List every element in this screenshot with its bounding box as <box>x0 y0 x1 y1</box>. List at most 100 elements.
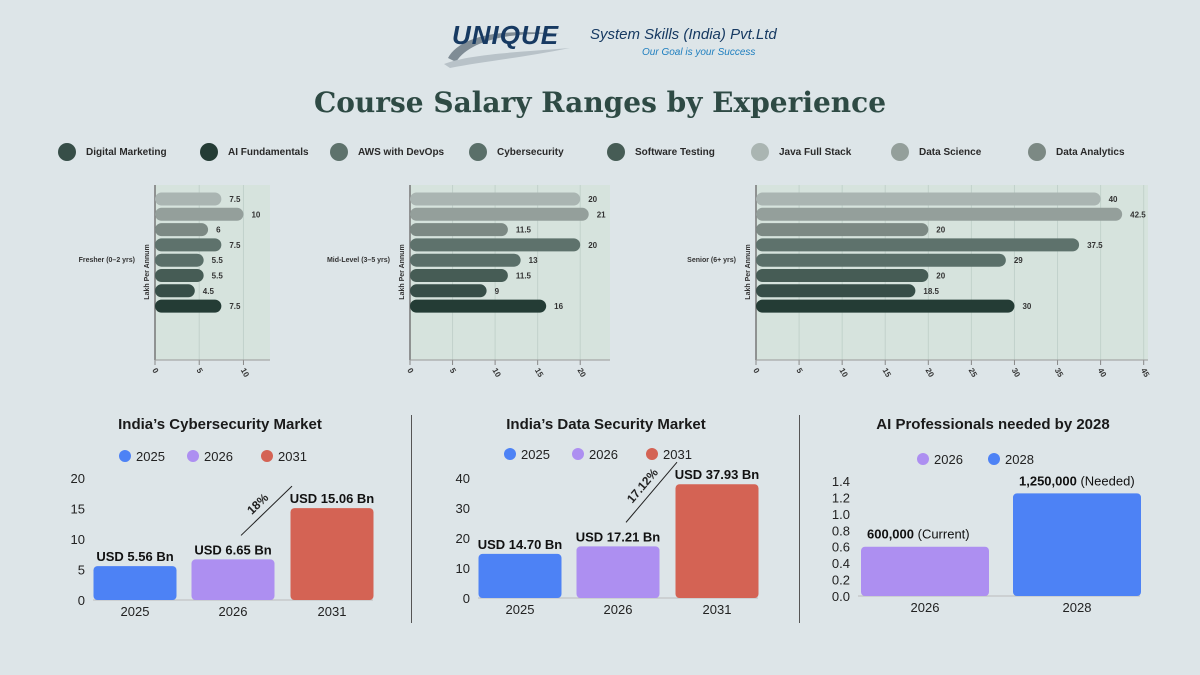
legend-swatch <box>469 143 487 161</box>
y-tick-label: 0.2 <box>832 573 850 588</box>
divider-right <box>799 415 800 623</box>
legend-swatch <box>330 143 348 161</box>
bar-2026 <box>191 559 275 600</box>
x-tick-label: 5 <box>794 367 804 376</box>
bar-2026 <box>861 546 989 596</box>
legend-item-aws-with-devops: AWS with DevOps <box>330 140 444 164</box>
y-tick-label: 1.2 <box>832 490 850 505</box>
bar-value-label: 10 <box>251 210 260 219</box>
brand-name: UNIQUE <box>452 20 560 50</box>
bar-java-full-stack <box>155 192 222 206</box>
bar-2025 <box>93 566 177 600</box>
bar-ai-fundamentals <box>155 299 222 313</box>
x-tick-label: 2028 <box>1063 600 1092 615</box>
bar-value-label: USD 5.56 Bn <box>96 549 173 564</box>
bar-value-label: 4.5 <box>203 287 215 296</box>
bar-2031 <box>290 508 374 600</box>
bar-value-label: 600,000 (Current) <box>867 527 970 542</box>
y-tick-label: 20 <box>71 471 85 486</box>
x-tick-label: 45 <box>1139 367 1152 380</box>
legend-swatch-2026 <box>187 450 199 462</box>
legend-label: Data Analytics <box>1056 146 1125 158</box>
logo-swoosh-icon <box>444 32 570 68</box>
x-tick-label: 0 <box>150 367 160 376</box>
data-security-market-title: India’s Data Security Market <box>506 416 706 433</box>
bar-value-label: 5.5 <box>212 256 224 265</box>
brand-suffix: System Skills <box>590 26 680 43</box>
bar-data-science <box>155 207 244 221</box>
x-tick-label: 5 <box>448 367 458 376</box>
legend-item-ai-fundamentals: AI Fundamentals <box>200 140 309 164</box>
bar-java-full-stack <box>756 192 1101 206</box>
bar-ai-fundamentals <box>756 299 1015 313</box>
growth-connector <box>240 485 293 536</box>
bar-value-label: 37.5 <box>1087 241 1103 250</box>
bar-value-label: 16 <box>554 302 563 311</box>
bar-value-label: USD 37.93 Bn <box>675 467 760 482</box>
legend-swatch-2025 <box>119 450 131 462</box>
bar-value-label: 42.5 <box>1130 210 1146 219</box>
x-tick-label: 40 <box>1096 367 1109 380</box>
legend-label: 2026 <box>934 452 963 467</box>
legend-swatch-2026 <box>917 453 929 465</box>
bar-cybersecurity <box>410 253 521 267</box>
legend-label: 2031 <box>663 447 692 462</box>
y-tick-label: 0 <box>78 593 85 608</box>
x-tick-label: 10 <box>239 367 252 380</box>
x-tick-label: 2025 <box>121 604 150 619</box>
legend-swatch-2031 <box>261 450 273 462</box>
y-tick-label: 0.6 <box>832 540 850 555</box>
legend-label: 2025 <box>521 447 550 462</box>
y-axis-label: Lakh Per Annum <box>399 244 406 299</box>
senior-salary-chart: 0 5 10 15 20 25 30 35 40 45 Lakh Per Annum Senior (… <box>687 185 1152 380</box>
bar-value-label: 20 <box>588 241 597 250</box>
bar-cybersecurity <box>756 253 1006 267</box>
fresher-salary-chart: 0 5 10 Lakh Per Annum Fresher (0–2 yrs) 7.5 10… <box>79 185 270 380</box>
bar-value-label: 20 <box>588 195 597 204</box>
x-tick-label: 25 <box>967 367 980 380</box>
x-tick-label: 0 <box>405 367 415 376</box>
bar-value-label: 9 <box>495 287 500 296</box>
bar-software-testing <box>756 269 929 282</box>
bar-2025 <box>478 553 562 598</box>
legend-swatch-2025 <box>504 448 516 460</box>
legend-swatch-2026 <box>572 448 584 460</box>
bar-digital-marketing <box>756 284 916 298</box>
legend-item-java-full-stack: Java Full Stack <box>751 140 851 164</box>
bar-value-label: 1,250,000 (Needed) <box>1019 473 1135 488</box>
legend-label: AI Fundamentals <box>228 146 309 158</box>
brand-region: (India) <box>683 26 726 43</box>
ai-professionals-chart: 2026 2028 0.00.2 0.40.6 0.81.0 1.21.4 2026 600,… <box>832 452 1141 615</box>
category-label: Fresher (0–2 yrs) <box>79 257 135 264</box>
x-tick-label: 2026 <box>219 604 248 619</box>
growth-connector <box>625 461 678 523</box>
y-axis-label: Lakh Per Annum <box>745 244 752 299</box>
category-label: Mid-Level (3–5 yrs) <box>327 257 390 264</box>
bar-value-label: 6 <box>216 226 221 235</box>
legend-label: Digital Marketing <box>86 146 167 158</box>
legend-swatch-2028 <box>988 453 1000 465</box>
bar-value-label: 20 <box>936 272 945 281</box>
x-tick-label: 2026 <box>911 600 940 615</box>
legend-item-data-analytics: Data Analytics <box>1028 140 1125 164</box>
bar-software-testing <box>410 269 508 282</box>
y-tick-label: 20 <box>456 531 470 546</box>
bar-value-label: 5.5 <box>212 272 224 281</box>
y-tick-label: 5 <box>78 563 85 578</box>
y-tick-label: 1.0 <box>832 507 850 522</box>
legend-label: AWS with DevOps <box>358 146 445 158</box>
bar-data-science <box>756 207 1123 221</box>
bar-value-label: 21 <box>597 210 606 219</box>
y-tick-label: 15 <box>71 502 85 517</box>
y-tick-label: 10 <box>456 561 470 576</box>
course-legend: Digital Marketing AI Fundamentals AWS with… <box>0 140 1200 166</box>
bar-value-label: USD 15.06 Bn <box>290 491 375 506</box>
bar-data-science <box>410 207 589 221</box>
x-tick-label: 10 <box>490 367 503 380</box>
bar-aws-with-devops <box>155 238 222 252</box>
bar-data-analytics <box>756 223 929 237</box>
x-tick-label: 2031 <box>703 602 732 617</box>
divider-left <box>411 415 412 623</box>
bar-cybersecurity <box>155 253 204 267</box>
cybersecurity-market-title: India’s Cybersecurity Market <box>118 416 322 433</box>
